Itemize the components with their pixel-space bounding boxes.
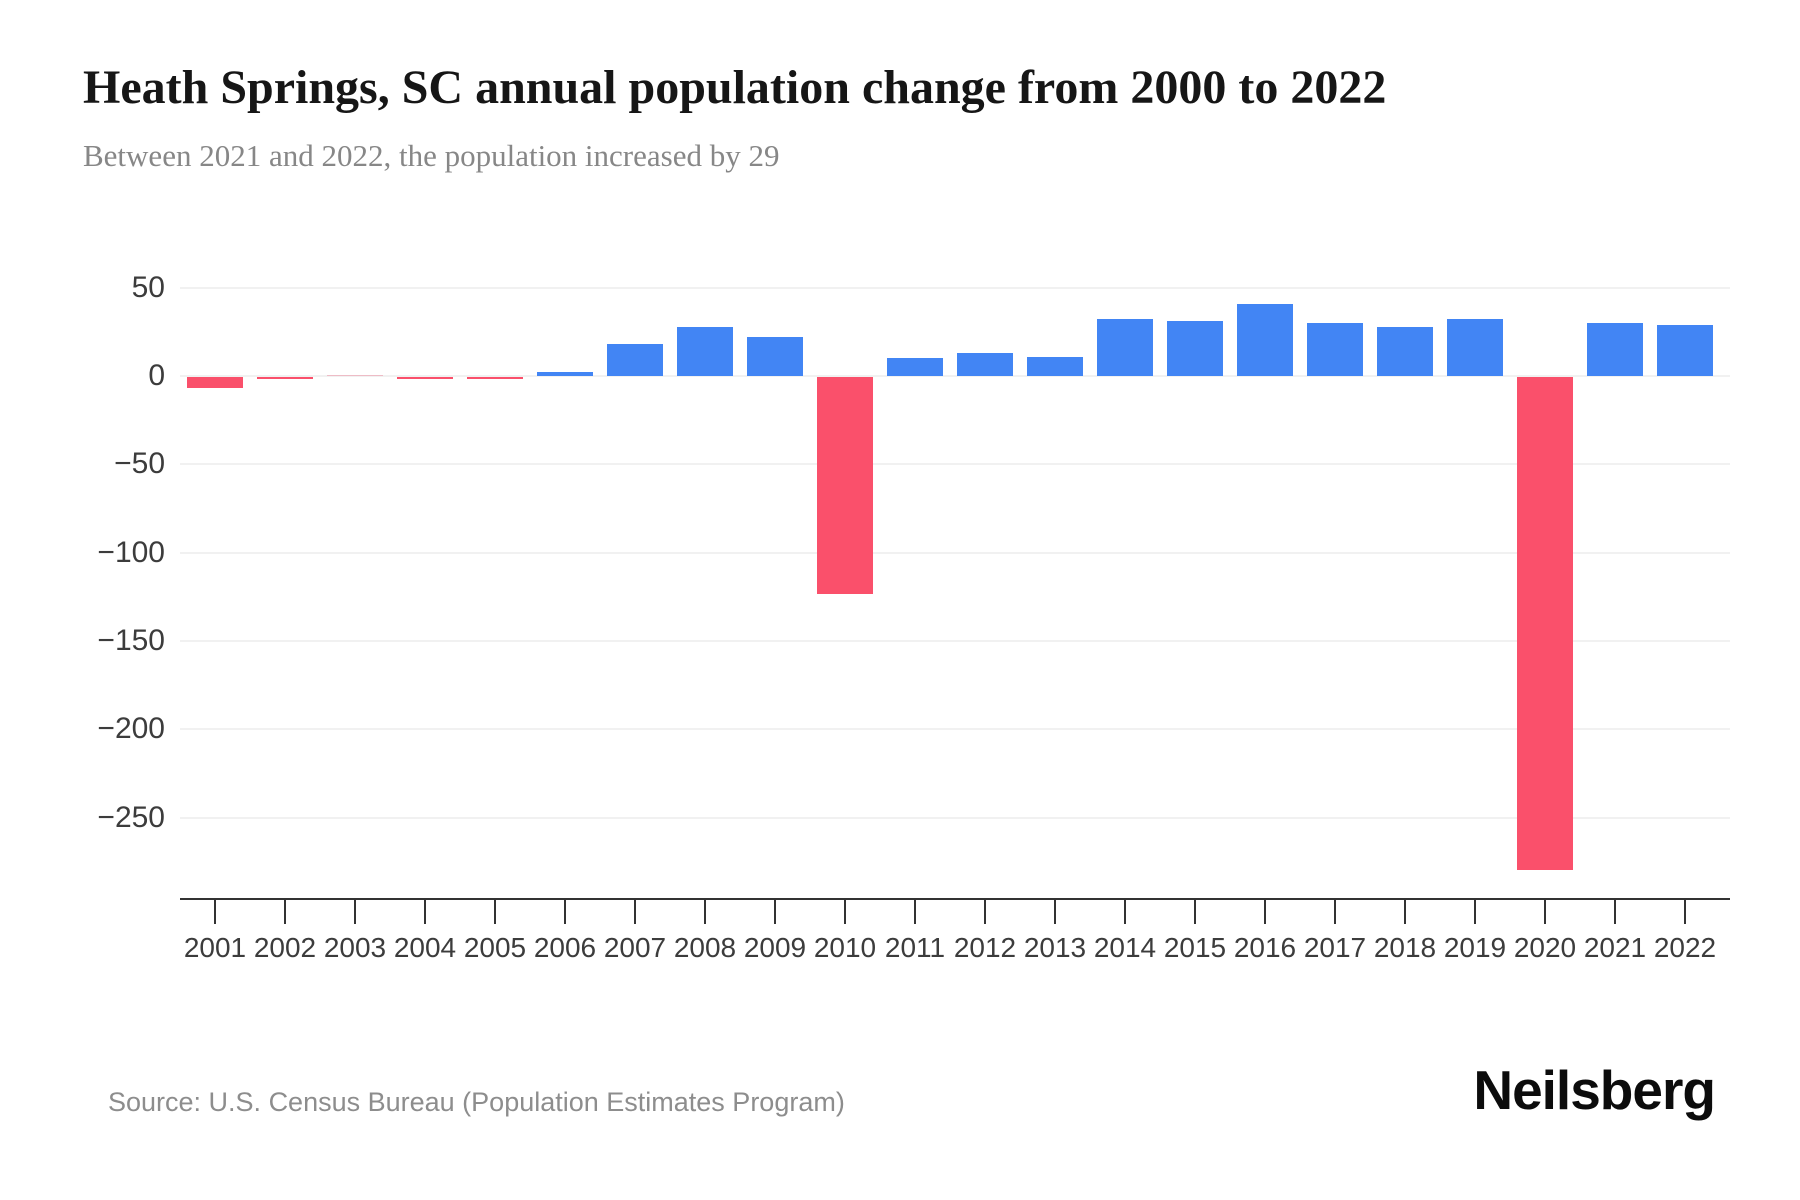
bar-2003 bbox=[327, 375, 383, 376]
x-tick-label-2004: 2004 bbox=[393, 932, 457, 963]
x-tick-2004 bbox=[424, 900, 426, 924]
x-tick-label-2017: 2017 bbox=[1303, 932, 1367, 963]
y-tick-label--150: −150 bbox=[97, 623, 165, 657]
brand-logo: Neilsberg bbox=[1473, 1059, 1716, 1121]
x-tick-label-2016: 2016 bbox=[1233, 932, 1297, 963]
x-tick-label-2021: 2021 bbox=[1583, 932, 1647, 963]
bar-2008 bbox=[677, 326, 733, 376]
bar-2009 bbox=[747, 337, 803, 376]
x-tick-label-2008: 2008 bbox=[673, 932, 737, 963]
x-tick-2008 bbox=[704, 900, 706, 924]
x-tick-label-2006: 2006 bbox=[533, 932, 597, 963]
x-tick-2014 bbox=[1124, 900, 1126, 924]
x-tick-label-2014: 2014 bbox=[1093, 932, 1157, 963]
x-tick-label-2011: 2011 bbox=[884, 932, 946, 963]
x-tick-2009 bbox=[774, 900, 776, 924]
bar-2016 bbox=[1237, 303, 1293, 376]
y-tick-label--250: −250 bbox=[97, 800, 165, 834]
bar-2017 bbox=[1307, 323, 1363, 376]
bar-2004 bbox=[397, 377, 453, 379]
x-tick-2020 bbox=[1544, 900, 1546, 924]
y-tick-label--50: −50 bbox=[114, 447, 165, 481]
x-tick-label-2003: 2003 bbox=[323, 932, 387, 963]
bar-2020 bbox=[1517, 377, 1573, 870]
x-axis-line bbox=[180, 898, 1730, 900]
x-tick-2006 bbox=[564, 900, 566, 924]
y-tick-label-50: 50 bbox=[131, 270, 165, 304]
bar-2018 bbox=[1377, 326, 1433, 376]
bar-2013 bbox=[1027, 356, 1083, 376]
bar-2015 bbox=[1167, 321, 1223, 376]
x-tick-label-2015: 2015 bbox=[1163, 932, 1227, 963]
gridline-0 bbox=[180, 375, 1730, 377]
x-tick-label-2010: 2010 bbox=[813, 932, 877, 963]
x-tick-label-2022: 2022 bbox=[1653, 932, 1717, 963]
gridline--100 bbox=[180, 551, 1730, 554]
x-tick-label-2007: 2007 bbox=[603, 932, 667, 963]
x-tick-2003 bbox=[354, 900, 356, 924]
x-tick-2019 bbox=[1474, 900, 1476, 924]
x-tick-2012 bbox=[984, 900, 986, 924]
bar-2010 bbox=[817, 377, 873, 595]
x-tick-2005 bbox=[494, 900, 496, 924]
x-tick-2010 bbox=[844, 900, 846, 924]
gridline--250 bbox=[180, 816, 1730, 819]
x-tick-label-2012: 2012 bbox=[953, 932, 1017, 963]
x-tick-label-2018: 2018 bbox=[1373, 932, 1437, 963]
x-tick-label-2019: 2019 bbox=[1443, 932, 1507, 963]
x-tick-2018 bbox=[1404, 900, 1406, 924]
x-tick-2015 bbox=[1194, 900, 1196, 924]
x-tick-2021 bbox=[1614, 900, 1616, 924]
x-tick-2001 bbox=[214, 900, 216, 924]
x-tick-label-2005: 2005 bbox=[463, 932, 527, 963]
bar-2014 bbox=[1097, 319, 1153, 376]
x-tick-2016 bbox=[1264, 900, 1266, 924]
y-tick-label--200: −200 bbox=[97, 712, 165, 746]
gridline--200 bbox=[180, 728, 1730, 731]
bar-2022 bbox=[1657, 324, 1713, 376]
gridline--150 bbox=[180, 639, 1730, 642]
bar-2012 bbox=[957, 353, 1013, 376]
gridline-50 bbox=[180, 286, 1730, 289]
bar-2006 bbox=[537, 372, 593, 376]
x-tick-2002 bbox=[284, 900, 286, 924]
x-tick-label-2009: 2009 bbox=[743, 932, 807, 963]
gridline--50 bbox=[180, 463, 1730, 466]
x-tick-label-2002: 2002 bbox=[253, 932, 317, 963]
x-tick-2007 bbox=[634, 900, 636, 924]
y-tick-label-0: 0 bbox=[148, 359, 165, 392]
x-tick-2013 bbox=[1054, 900, 1056, 924]
bar-2001 bbox=[187, 377, 243, 388]
chart-title: Heath Springs, SC annual population chan… bbox=[83, 61, 1387, 114]
bar-2011 bbox=[887, 358, 943, 376]
chart-subtitle: Between 2021 and 2022, the population in… bbox=[83, 138, 780, 173]
bar-2002 bbox=[257, 377, 313, 379]
source-note: Source: U.S. Census Bureau (Population E… bbox=[108, 1087, 845, 1117]
x-tick-label-2020: 2020 bbox=[1513, 932, 1577, 963]
x-tick-2017 bbox=[1334, 900, 1336, 924]
bar-2019 bbox=[1447, 319, 1503, 376]
x-tick-2011 bbox=[914, 900, 916, 924]
x-tick-2022 bbox=[1684, 900, 1686, 924]
x-tick-label-2013: 2013 bbox=[1023, 932, 1087, 963]
bar-2007 bbox=[607, 344, 663, 376]
bar-2005 bbox=[467, 377, 523, 379]
x-tick-label-2001: 2001 bbox=[183, 932, 247, 963]
bar-2021 bbox=[1587, 323, 1643, 376]
y-tick-label--100: −100 bbox=[97, 535, 165, 569]
